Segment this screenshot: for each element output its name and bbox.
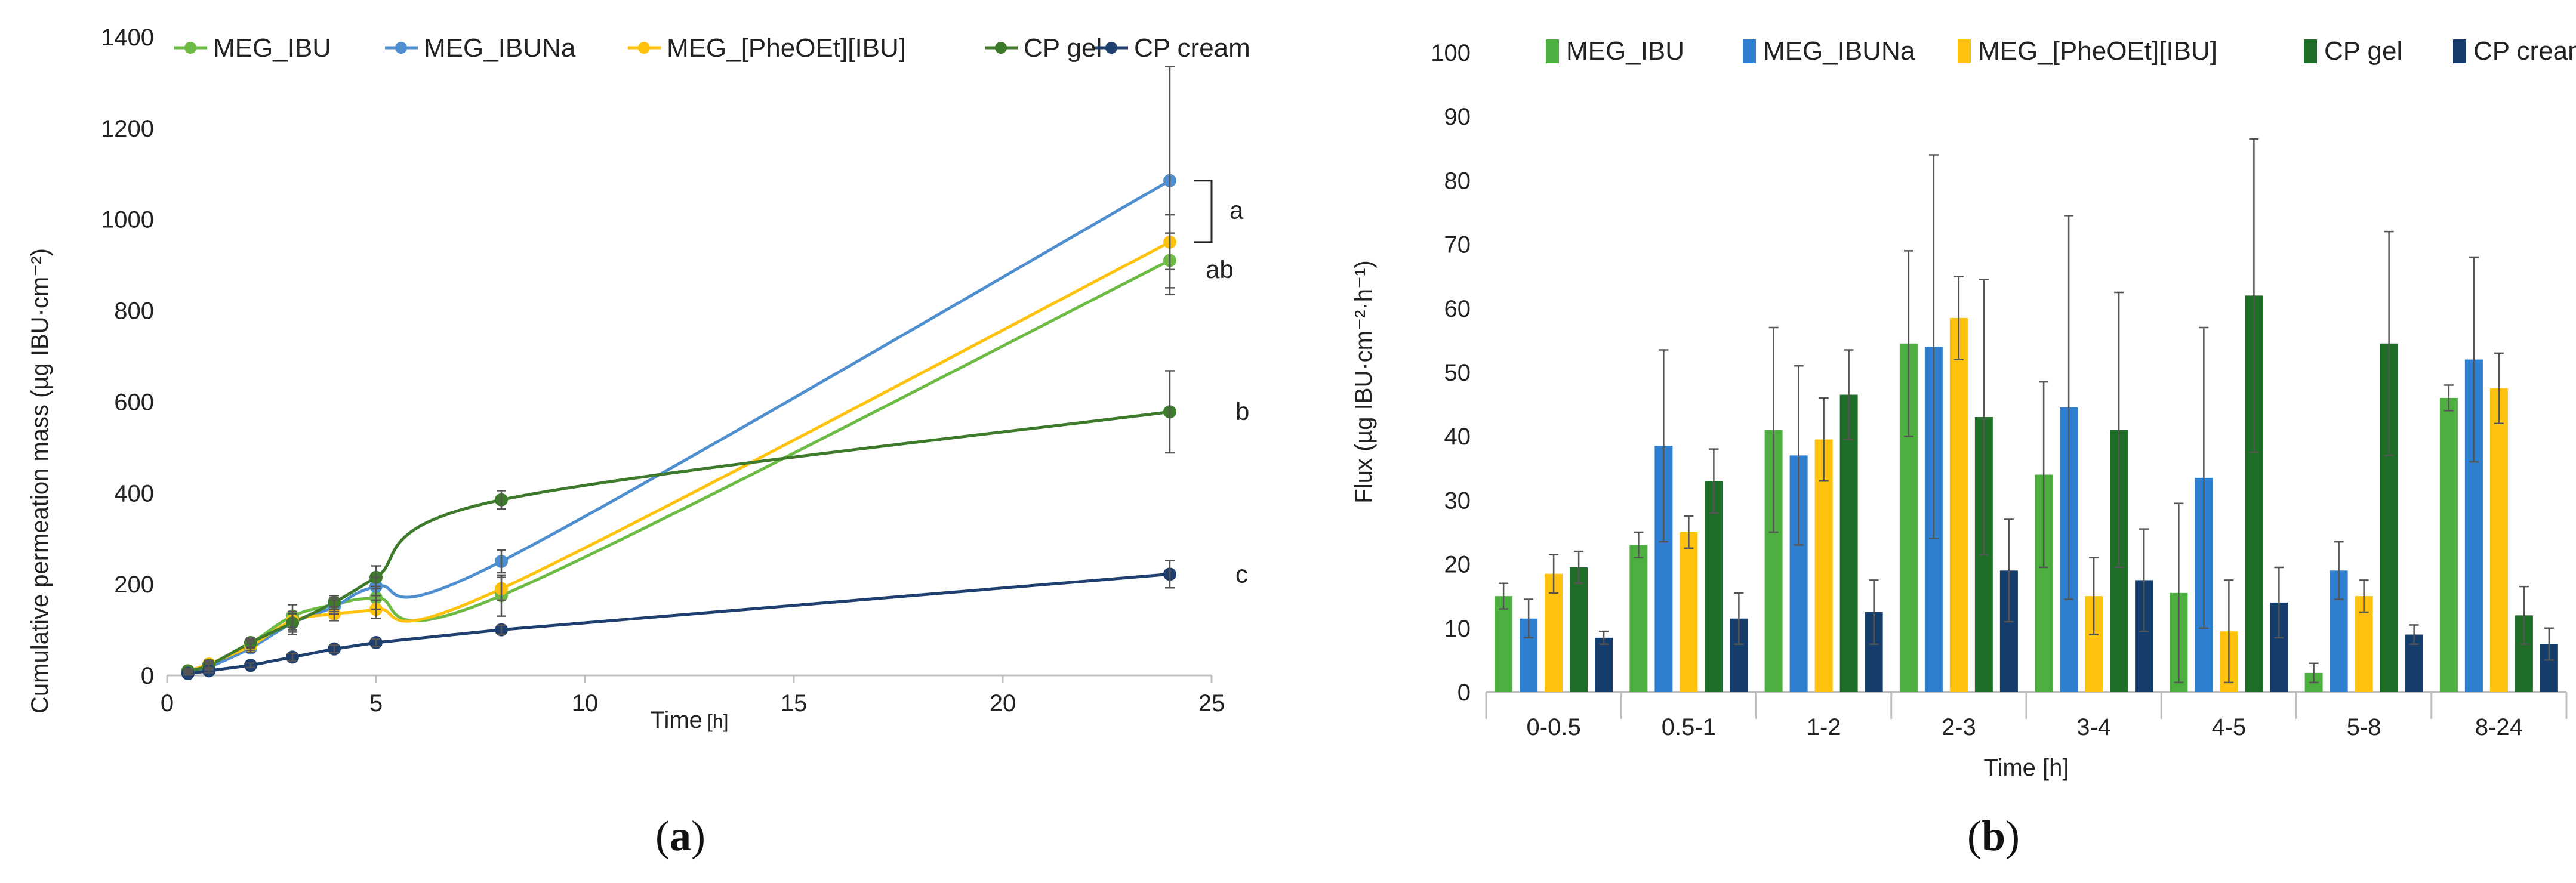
a-significance-bracket [1194,180,1213,243]
a-y-tick-label: 600 [114,389,154,415]
b-legend-item-cp-cream: CP cream [2453,36,2576,66]
b-x-tick-label: 5-8 [2347,714,2381,740]
b-y-tick-label: 70 [1444,232,1471,258]
a-x-tick-label: 25 [1198,690,1225,717]
a-significance-label: b [1235,397,1249,425]
b-bar-cp-gel [1839,394,1858,692]
a-significance-label: ab [1206,255,1234,283]
b-legend-label: MEG_IBU [1566,36,1684,66]
a-legend-label: CP cream [1134,33,1250,63]
b-legend-swatch [1743,39,1756,63]
b-legend-swatch [2453,39,2466,63]
panel-b-caption: (b) [1967,812,2020,860]
a-y-tick-label: 1400 [101,24,154,51]
a-series-line-cp-cream [187,572,1170,675]
a-significance-label: a [1230,196,1244,224]
b-legend-item-meg-pheoet-ibu: MEG_[PheOEt][IBU] [1958,36,2217,66]
a-y-tick-label: 400 [114,480,154,507]
a-legend-item-cp-gel: CP gel [985,33,1102,63]
b-y-tick-label: 50 [1444,360,1471,386]
a-y-tick-label: 800 [114,298,154,325]
b-x-axis-title: Time [h] [1984,755,2069,781]
b-legend-label: CP gel [2324,36,2402,66]
b-bar-meg-ibu [1629,545,1648,692]
panel-a-caption: (a) [655,812,705,860]
b-legend-label: CP cream [2473,36,2576,66]
a-x-tick-label: 0 [161,690,174,717]
a-y-axis-title: Cumulative permeation mass (µg IBU·cm⁻²) [27,248,53,714]
a-y-tick-label: 0 [141,663,154,689]
b-y-tick-label: 30 [1444,487,1471,514]
b-y-tick-label: 100 [1431,40,1471,66]
a-significance-label: c [1235,560,1248,588]
a-legend-marker [395,42,407,54]
a-y-tick-label: 200 [114,572,154,598]
a-x-axis-title: Time [h] [651,707,729,733]
a-x-tick-label: 15 [781,690,808,717]
a-x-tick-label: 20 [990,690,1016,717]
b-legend-swatch [1546,39,1559,63]
b-bar-cp-gel [1705,481,1723,692]
a-y-tick-label: 1200 [101,116,154,142]
b-bar-meg-ibu [1495,596,1513,692]
a-series-line-cp-gel [187,410,1170,672]
b-bar-meg-ibu [2439,397,2458,692]
a-x-tick-label: 5 [369,690,383,717]
b-y-tick-label: 10 [1444,616,1471,642]
b-y-tick-label: 80 [1444,168,1471,194]
bar-chart-panel-b: 0 10 20 30 40 50 60 70 80 90 100 0-0.5 0.5-1 1-2 2-3 3… [1351,36,2576,860]
b-legend-swatch [2304,39,2317,63]
a-legend-item-meg-ibuna: MEG_IBUNa [385,33,576,63]
b-y-tick-label: 60 [1444,296,1471,322]
a-legend-marker [184,42,196,54]
b-x-tick-label: 0.5-1 [1662,714,1716,740]
b-bar-meg-pheoet-ibu [2489,388,2508,692]
b-bar-cp-gel [1570,567,1588,692]
b-legend-swatch [1958,39,1971,63]
a-legend-label: MEG_[PheOEt][IBU] [667,33,906,63]
a-legend-item-meg-ibu: MEG_IBU [174,33,331,63]
b-legend-item-meg-ibu: MEG_IBU [1546,36,1684,66]
b-y-tick-label: 90 [1444,104,1471,130]
a-legend-label: MEG_IBUNa [424,33,576,63]
line-chart-panel-a: 0 200 400 600 800 1000 1200 1400 0 5 10 15 20 25 a ab… [27,24,1250,860]
b-y-tick-label: 40 [1444,424,1471,450]
b-legend-label: MEG_IBUNa [1763,36,1915,66]
b-x-tick-label: 1-2 [1807,714,1841,740]
a-legend-label: CP gel [1024,33,1102,63]
b-x-tick-label: 0-0.5 [1527,714,1581,740]
b-legend-item-meg-ibuna: MEG_IBUNa [1743,36,1915,66]
a-x-tick-label: 10 [572,690,599,717]
a-legend-item-cp-cream: CP cream [1095,33,1250,63]
b-bar-meg-pheoet-ibu [1949,317,1968,692]
b-x-tick-label: 8-24 [2475,714,2523,740]
b-x-tick-label: 3-4 [2076,714,2111,740]
b-legend-label: MEG_[PheOEt][IBU] [1978,36,2217,66]
b-bar-meg-pheoet-ibu [1680,532,1698,692]
a-legend-marker [1105,42,1117,54]
b-y-tick-label: 20 [1444,552,1471,578]
a-legend-marker [995,42,1007,54]
a-legend-marker [638,42,650,54]
b-x-tick-label: 2-3 [1942,714,1976,740]
b-bar-cp-cream [1595,637,1613,692]
b-x-tick-label: 4-5 [2211,714,2246,740]
b-legend-item-cp-gel: CP gel [2304,36,2402,66]
a-legend-label: MEG_IBU [213,33,331,63]
a-y-tick-label: 1000 [101,207,154,233]
a-legend-item-meg-pheoet-ibu: MEG_[PheOEt][IBU] [628,33,906,63]
b-y-axis-title: Flux (µg IBU·cm⁻²·h⁻¹) [1351,260,1377,503]
b-y-tick-label: 0 [1458,680,1471,706]
